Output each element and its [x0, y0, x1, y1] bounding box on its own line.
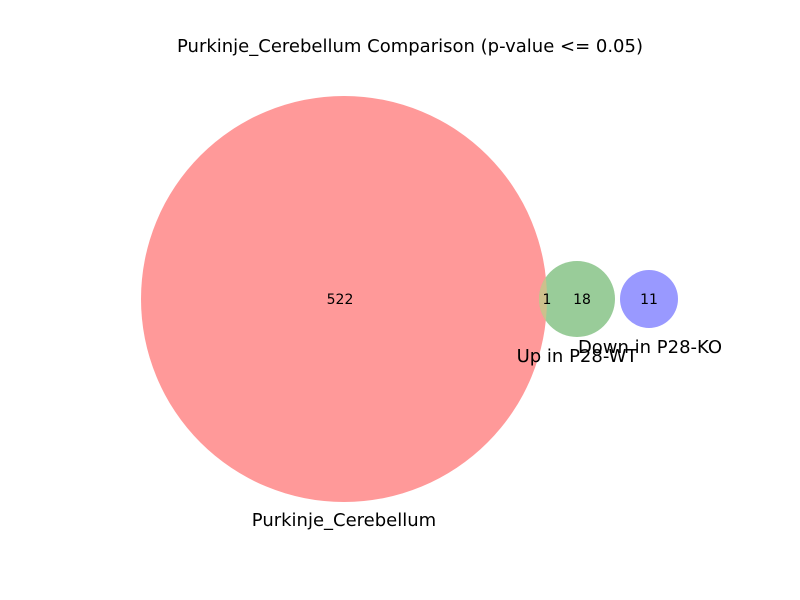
diagram-title: Purkinje_Cerebellum Comparison (p-value … [177, 36, 643, 57]
count-purkinje-and-up: 1 [543, 292, 552, 308]
count-down-only: 11 [640, 292, 658, 308]
up-in-p28-wt-circle [539, 261, 615, 337]
count-purkinje-only: 522 [327, 292, 354, 308]
down-in-p28-ko-circle [620, 270, 678, 328]
set-label-down-in-p28-ko: Down in P28-KO [578, 337, 722, 358]
set-label-up-in-p28-wt: Up in P28-WT [517, 346, 639, 367]
count-up-only: 18 [573, 292, 591, 308]
set-label-purkinje-cerebellum: Purkinje_Cerebellum [252, 510, 436, 531]
purkinje-cerebellum-circle [141, 96, 547, 502]
